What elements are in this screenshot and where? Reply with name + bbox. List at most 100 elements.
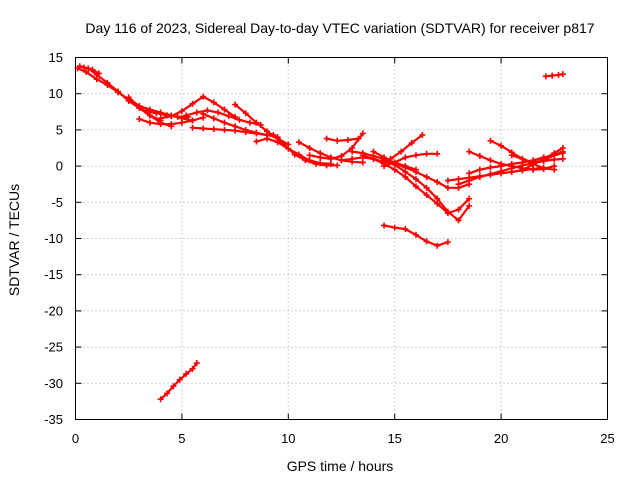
x-tick-label: 5 [178, 431, 185, 446]
data-point [302, 157, 309, 164]
data-point [153, 110, 160, 117]
data-point [327, 155, 334, 162]
y-tick-label: 5 [56, 122, 63, 137]
data-point [359, 130, 366, 137]
data-point [193, 360, 200, 367]
y-tick-label: -30 [44, 376, 63, 391]
series-arc-31 [519, 145, 566, 173]
data-point [476, 152, 483, 159]
series-arc-3 [81, 64, 102, 77]
data-point [359, 152, 366, 159]
data-point [210, 115, 217, 122]
series-arc-7 [157, 93, 239, 122]
data-point [174, 113, 181, 120]
data-point [419, 131, 426, 138]
data-point [466, 195, 473, 202]
data-point [466, 170, 473, 177]
data-point [200, 93, 207, 100]
data-point [455, 217, 462, 224]
data-point [381, 222, 388, 229]
data-point [434, 150, 441, 157]
data-point [466, 177, 473, 184]
plot-frame [75, 57, 608, 420]
y-tick-label: -35 [44, 412, 63, 427]
data-point [242, 110, 249, 117]
series-line [325, 137, 360, 142]
data-point [398, 148, 405, 155]
data-point [530, 161, 537, 168]
data-point [189, 124, 196, 131]
series-arc-5 [136, 114, 207, 128]
data-point [253, 129, 260, 136]
data-point [157, 121, 164, 128]
data-point [412, 152, 419, 159]
data-point [125, 94, 132, 101]
data-point [291, 151, 298, 158]
data-point [423, 238, 430, 245]
data-point [434, 200, 441, 207]
data-point [412, 231, 419, 238]
data-point [323, 162, 330, 169]
y-tick-label: 15 [49, 50, 63, 65]
data-point [317, 154, 324, 161]
data-point [559, 155, 566, 162]
data-point [402, 164, 409, 171]
y-tick-label: -10 [44, 231, 63, 246]
data-point [498, 142, 505, 149]
data-point [242, 126, 249, 133]
data-point [246, 119, 253, 126]
data-point [136, 116, 143, 123]
y-tick-label: 10 [49, 86, 63, 101]
x-tick-label: 20 [494, 431, 508, 446]
data-point [498, 168, 505, 175]
data-point [193, 109, 200, 116]
data-point [519, 155, 526, 162]
data-point [270, 131, 277, 138]
data-point [312, 160, 319, 167]
data-point [391, 166, 398, 173]
data-point [306, 152, 313, 159]
series-arc-13 [270, 131, 341, 169]
series-arc-32 [542, 71, 566, 80]
series-line [76, 67, 194, 122]
data-point [519, 166, 526, 173]
data-point [487, 137, 494, 144]
x-tick-label: 10 [281, 431, 295, 446]
data-point [542, 73, 549, 80]
x-tick-label: 15 [387, 431, 401, 446]
data-point [476, 166, 483, 173]
data-point [559, 145, 566, 151]
series-arc-15 [306, 130, 366, 162]
data-point [444, 184, 451, 191]
data-point [146, 119, 153, 126]
data-point [455, 176, 462, 183]
data-point [210, 126, 217, 133]
data-point [183, 370, 190, 377]
data-point [508, 163, 515, 170]
data-point [387, 155, 394, 162]
series-arc-9 [189, 124, 271, 138]
data-point [334, 137, 341, 144]
data-point [146, 112, 153, 119]
data-point [423, 150, 430, 157]
series-line [383, 152, 439, 168]
data-point [183, 112, 190, 119]
x-axis-label: GPS time / hours [287, 458, 394, 474]
data-point [487, 171, 494, 178]
data-point [189, 117, 196, 124]
data-point [115, 88, 122, 95]
data-point [412, 168, 419, 175]
data-point [498, 160, 505, 167]
data-point [215, 109, 222, 116]
data-point [253, 119, 260, 126]
series-arc-24 [381, 222, 451, 249]
data-point [530, 166, 537, 173]
data-point [423, 173, 430, 180]
data-point [549, 72, 556, 79]
data-point [423, 192, 430, 199]
data-point [540, 165, 547, 172]
data-point [176, 376, 183, 383]
series-line [308, 132, 364, 160]
data-point [168, 121, 175, 128]
